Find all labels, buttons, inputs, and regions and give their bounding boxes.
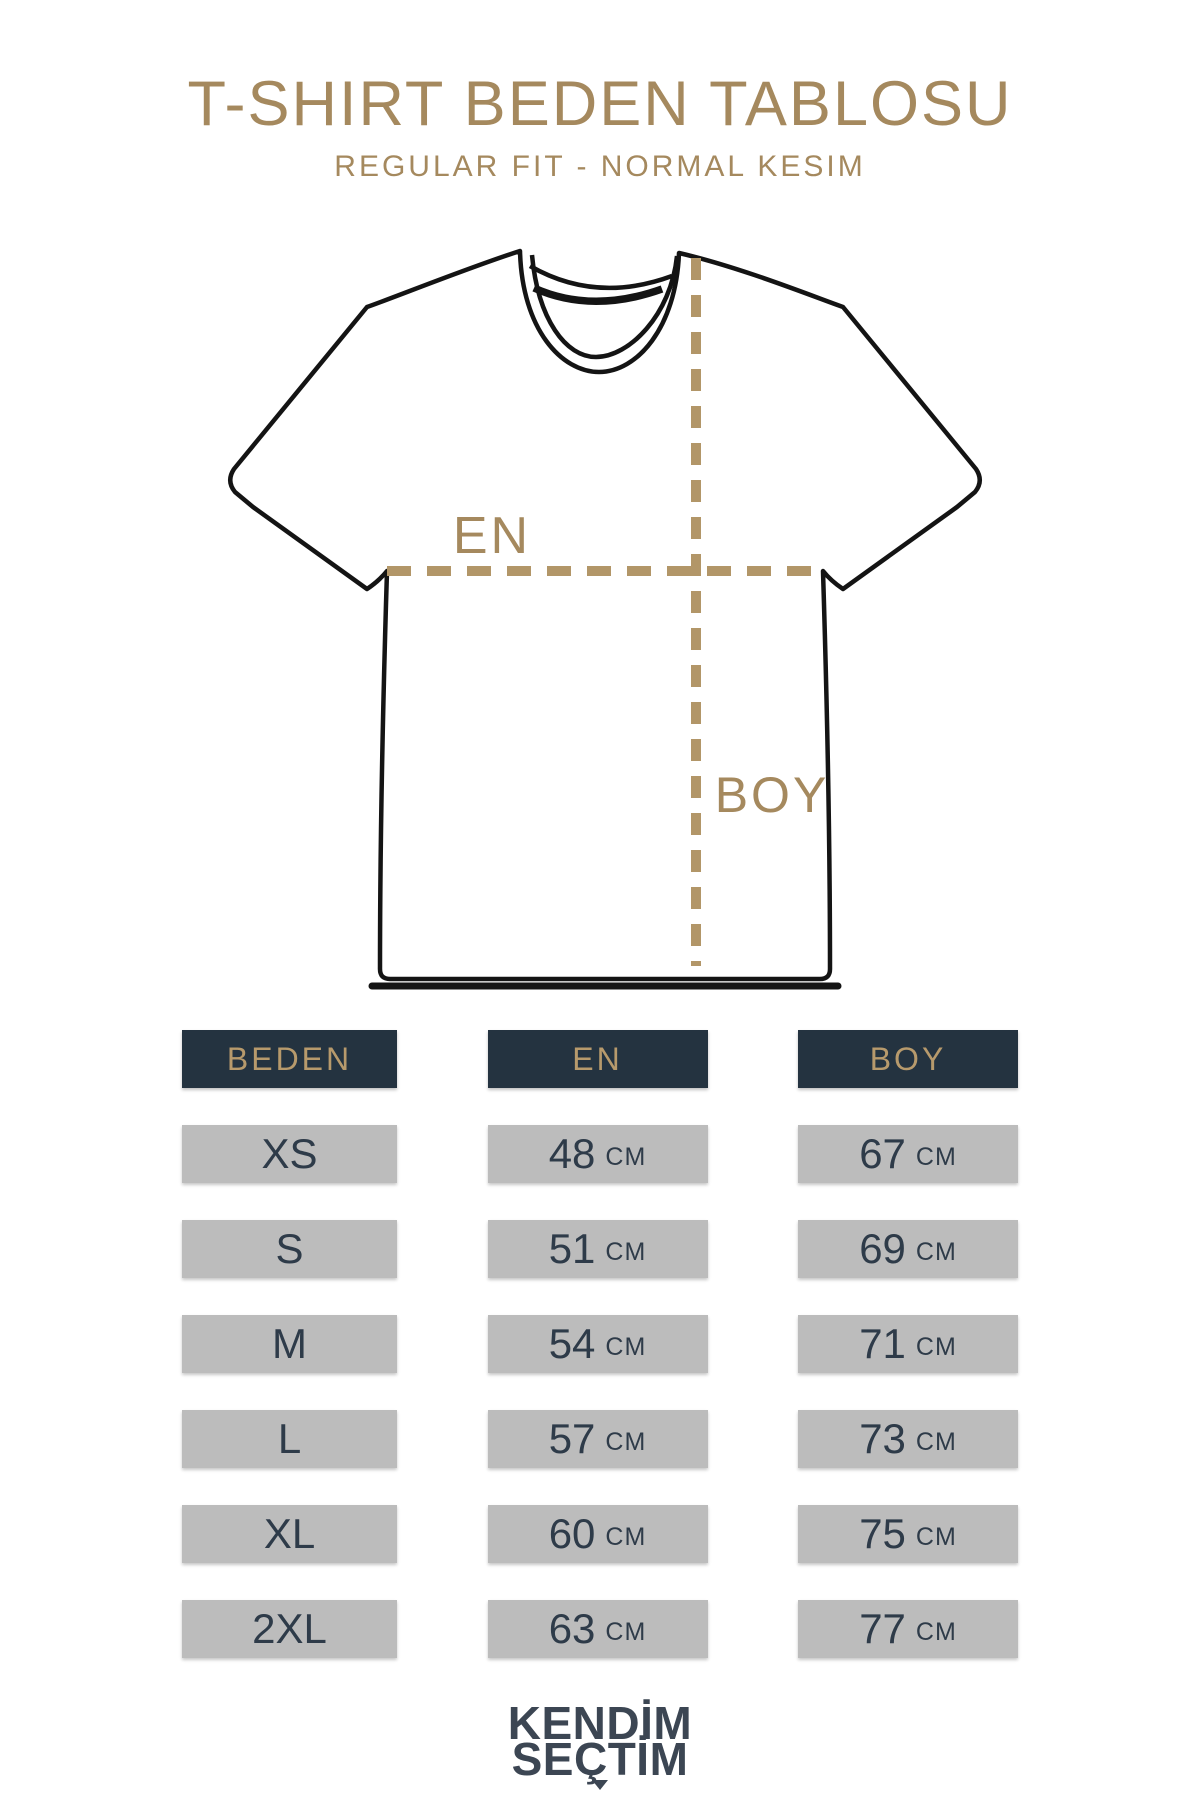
tshirt-measurement-diagram: EN BOY xyxy=(228,248,982,990)
en-cell-xs: 48 CM xyxy=(487,1125,708,1183)
en-cell-l: 57 CM xyxy=(487,1410,708,1468)
tshirt-collar-band xyxy=(529,254,680,360)
brand-logo: KENDİM SEÇTİM xyxy=(0,1697,1200,1790)
page-title: T-SHIRT BEDEN TABLOSU xyxy=(187,69,1013,139)
length-measure-label: BOY xyxy=(715,767,830,823)
en-cell-m: 54 CM xyxy=(487,1315,708,1373)
cm-unit-label: CM xyxy=(915,1427,957,1456)
column-header-boy: BOY xyxy=(798,1030,1018,1088)
column-header-beden: BEDEN xyxy=(182,1030,397,1088)
en-cell-xl: 60 CM xyxy=(487,1505,708,1563)
boy-cell-m: 71 CM xyxy=(798,1315,1018,1373)
size-cell-s: S xyxy=(182,1220,397,1278)
tshirt-back-collar-thick-line xyxy=(532,284,664,305)
cm-unit-label: CM xyxy=(915,1332,957,1361)
en-cell-2xl: 63 CM xyxy=(487,1600,708,1658)
logo-triangle-icon xyxy=(592,1779,608,1790)
boy-cell-s: 69 CM xyxy=(798,1220,1018,1278)
boy-cell-xl: 75 CM xyxy=(798,1505,1018,1563)
size-cell-xs: XS xyxy=(182,1125,397,1183)
size-cell-m: M xyxy=(182,1315,397,1373)
cm-unit-label: CM xyxy=(605,1237,647,1266)
cm-unit-label: CM xyxy=(915,1522,957,1551)
tshirt-back-collar-line xyxy=(528,264,673,291)
width-measure-label: EN xyxy=(453,507,531,565)
size-cell-2xl: 2XL xyxy=(182,1600,397,1658)
boy-cell-xs: 67 CM xyxy=(798,1125,1018,1183)
cm-unit-label: CM xyxy=(605,1617,647,1646)
en-cell-s: 51 CM xyxy=(487,1220,708,1278)
boy-cell-l: 73 CM xyxy=(798,1410,1018,1468)
cm-unit-label: CM xyxy=(915,1142,957,1171)
cm-unit-label: CM xyxy=(605,1332,647,1361)
page-subtitle: REGULAR FIT - NORMAL KESIM xyxy=(334,150,866,183)
size-cell-l: L xyxy=(182,1410,397,1468)
cm-unit-label: CM xyxy=(605,1427,647,1456)
tshirt-outline xyxy=(228,248,982,982)
cm-unit-label: CM xyxy=(605,1142,647,1171)
brand-logo-line1: KENDİM xyxy=(507,1697,693,1749)
cm-unit-label: CM xyxy=(915,1237,957,1266)
brand-logo-line2: SEÇTİM xyxy=(511,1732,689,1785)
size-table: BEDEN EN BOY XS 48 CM 67 CM S 51 CM 69 CM M … xyxy=(182,1030,1018,1658)
column-header-en: EN xyxy=(487,1030,708,1088)
size-cell-xl: XL xyxy=(182,1505,397,1563)
cm-unit-label: CM xyxy=(915,1617,957,1646)
cm-unit-label: CM xyxy=(605,1522,647,1551)
boy-cell-2xl: 77 CM xyxy=(798,1600,1018,1658)
